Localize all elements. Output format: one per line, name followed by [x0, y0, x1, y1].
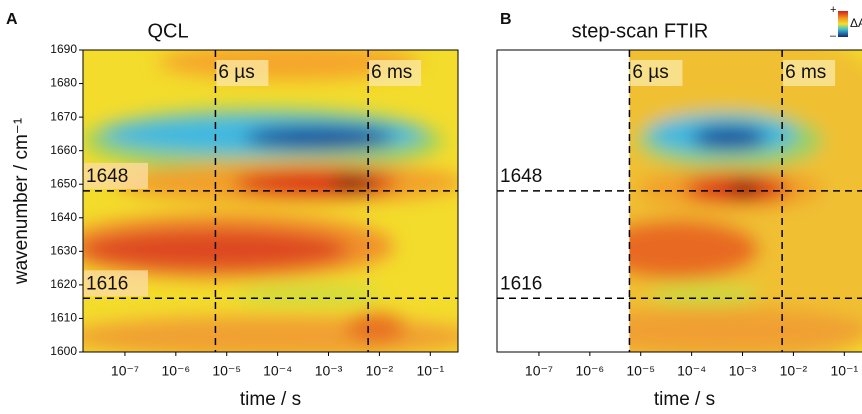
- v-guide-label: 6 ms: [785, 62, 826, 83]
- h-guide-label: 1616: [86, 273, 128, 294]
- h-guide-label: 1648: [86, 166, 128, 187]
- y-tick-label: 1630: [50, 244, 77, 258]
- x-tick-label: 10⁻⁴: [263, 363, 292, 379]
- heat-blob: [345, 312, 406, 343]
- label-box: [84, 270, 148, 297]
- plot-frame: [496, 49, 862, 353]
- y-tick-label: 1660: [50, 143, 77, 157]
- y-tick-label: 1650: [50, 176, 77, 190]
- colorbar-plus: +: [830, 4, 836, 16]
- x-tick-label: 10⁻⁷: [525, 363, 553, 379]
- y-tick-label: 1620: [50, 277, 77, 291]
- panel-letter: A: [6, 11, 18, 28]
- y-tick-label: 1610: [50, 311, 77, 325]
- x-tick-label: 10⁻¹: [416, 363, 444, 379]
- heat-blob: [83, 228, 350, 271]
- y-tick-label: 1670: [50, 109, 77, 123]
- heat-blob: [233, 285, 383, 304]
- label-box: [369, 60, 422, 86]
- x-tick-label: 10⁻⁷: [111, 363, 139, 379]
- x-tick-label: 10⁻¹: [830, 363, 858, 379]
- plot-frame: [82, 49, 459, 353]
- heat-blob: [729, 181, 760, 197]
- heat-blob: [330, 175, 376, 191]
- x-tick-label: 10⁻⁴: [677, 363, 706, 379]
- heat-blob: [692, 125, 767, 150]
- x-tick-label: 10⁻⁶: [161, 363, 190, 379]
- x-axis-label: time / s: [240, 389, 301, 410]
- h-guide-label: 1648: [500, 166, 542, 187]
- y-tick-label: 1680: [50, 76, 77, 90]
- colorbar-label: ΔA: [850, 16, 862, 30]
- x-tick-label: 10⁻³: [729, 363, 757, 379]
- y-tick-label: 1640: [50, 210, 77, 224]
- heatmap: [83, 50, 458, 352]
- heatmap: [629, 50, 862, 352]
- v-guide-label: 6 ms: [371, 62, 412, 83]
- y-tick-label: 1600: [50, 344, 77, 358]
- chart-title: step-scan FTIR: [572, 20, 709, 42]
- x-tick-label: 10⁻³: [315, 363, 343, 379]
- label-box: [783, 60, 836, 86]
- colorbar: [838, 11, 848, 37]
- x-tick-label: 10⁻²: [366, 363, 394, 379]
- y-tick-label: 1690: [50, 42, 77, 56]
- label-box: [216, 60, 269, 86]
- x-tick-label: 10⁻⁵: [626, 363, 655, 379]
- chart-title: QCL: [147, 20, 188, 42]
- x-tick-label: 10⁻⁵: [212, 363, 241, 379]
- v-guide-label: 6 µs: [218, 62, 254, 83]
- colorbar-minus: –: [830, 30, 837, 42]
- label-box: [84, 162, 148, 189]
- heat-blobs: [629, 50, 862, 352]
- heat-blobs: [83, 50, 458, 352]
- label-box: [630, 60, 683, 86]
- heat-blob: [647, 284, 760, 306]
- heat-blob: [244, 125, 395, 150]
- v-guide-label: 6 µs: [632, 62, 668, 83]
- x-tick-label: 10⁻⁶: [575, 363, 604, 379]
- panel-letter: B: [500, 11, 512, 28]
- heat-blob: [629, 219, 760, 280]
- heat-blob: [629, 306, 862, 352]
- x-tick-label: 10⁻²: [780, 363, 808, 379]
- x-axis-label: time / s: [654, 389, 715, 410]
- h-guide-label: 1616: [500, 273, 542, 294]
- y-axis-label: wavenumber / cm⁻¹: [11, 118, 32, 285]
